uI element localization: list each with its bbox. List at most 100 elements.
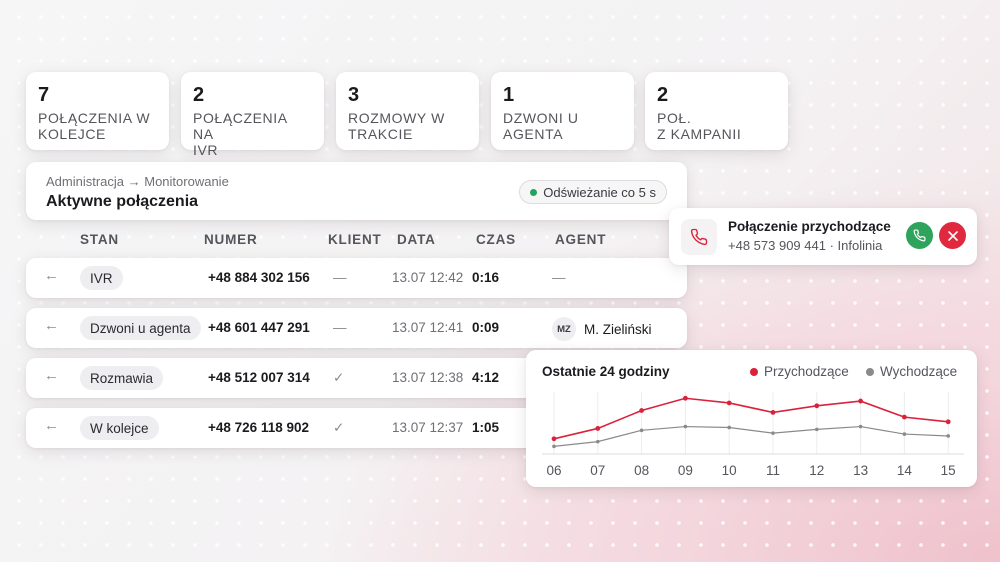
arrow-left-icon: ← [44, 267, 59, 284]
stat-value: 1 [503, 84, 515, 106]
arrow-left-icon: ← [44, 417, 59, 434]
x-tick-label: 14 [897, 463, 913, 478]
legend-item-outgoing[interactable]: Wychodzące [866, 364, 957, 379]
x-tick-label: 11 [766, 463, 780, 478]
client-cell: — [333, 320, 347, 335]
stat-label: DZWONI U AGENTA [503, 110, 579, 142]
x-tick-label: 10 [722, 463, 737, 478]
stat-label: POŁ. Z KAMPANII [657, 110, 742, 142]
data-point [552, 444, 556, 449]
data-point [815, 427, 819, 432]
stat-value: 7 [38, 84, 50, 106]
phone-number: +48 601 447 291 [208, 320, 310, 335]
stat-card-ringing: 1 DZWONI U AGENTA [491, 72, 634, 150]
data-point [814, 403, 820, 409]
date-cell: 13.07 12:41 [392, 320, 464, 335]
data-point [551, 436, 557, 442]
stat-label: ROZMOWY W TRAKCIE [348, 110, 445, 142]
data-point [946, 434, 950, 438]
legend-label: Wychodzące [880, 364, 958, 379]
line-chart: 06 07 08 09 10 11 12 13 14 15 [542, 392, 964, 478]
duration-cell: 0:09 [472, 320, 500, 335]
duration-cell: 4:12 [472, 370, 500, 385]
refresh-status-pill[interactable]: Odświeżanie co 5 s [519, 180, 667, 204]
column-header-duration[interactable]: CZAS [476, 232, 516, 247]
accept-call-button[interactable] [906, 222, 933, 249]
phone-number: +48 884 302 156 [208, 270, 310, 285]
call-title: Połączenie przychodzące [728, 219, 891, 234]
series-line-incoming [553, 397, 949, 440]
page-title: Aktywne połączenia [46, 193, 199, 210]
reject-call-button[interactable] [939, 222, 966, 249]
data-point [726, 400, 732, 406]
date-cell: 13.07 12:38 [392, 370, 464, 385]
page-header: Administracja → Monitorowanie Aktywne po… [26, 162, 687, 220]
status-badge: IVR [80, 266, 123, 290]
stat-value: 2 [193, 84, 205, 106]
stat-card-queue: 7 POŁĄCZENIA W KOLEJCE [26, 72, 169, 150]
phone-icon [681, 219, 717, 255]
x-tick-label: 06 [546, 463, 561, 478]
incoming-call-notification: Połączenie przychodzące +48 573 909 441 … [669, 208, 977, 265]
column-header-agent[interactable]: AGENT [555, 232, 607, 247]
x-tick-label: 12 [809, 463, 824, 478]
breadcrumb[interactable]: Administracja → Monitorowanie [46, 174, 229, 189]
status-badge: W kolejce [80, 416, 159, 440]
data-point [683, 395, 688, 401]
chart-card: 06 07 08 09 10 11 12 13 14 15 Ostatnie 24 godziny… [526, 350, 977, 487]
duration-cell: 1:05 [472, 420, 500, 435]
arrow-left-icon: ← [44, 367, 59, 384]
stat-label: POŁĄCZENIA W KOLEJCE [38, 110, 151, 142]
data-point [858, 398, 863, 404]
table-row[interactable]: ← Dzwoni u agenta +48 601 447 291 — 13.0… [26, 308, 687, 348]
legend-swatch [866, 367, 874, 376]
stat-card-in-progress: 3 ROZMOWY W TRAKCIE [336, 72, 479, 150]
data-point [858, 424, 863, 429]
legend-label: Przychodzące [764, 364, 849, 379]
date-cell: 13.07 12:37 [392, 420, 464, 435]
column-header-date[interactable]: DATA [397, 232, 436, 247]
phone-number: +48 512 007 314 [208, 370, 310, 385]
refresh-label: Odświeżanie co 5 s [543, 184, 656, 200]
legend-swatch [750, 367, 758, 376]
date-cell: 13.07 12:42 [392, 270, 464, 285]
phone-icon [913, 229, 926, 242]
stat-value: 3 [348, 84, 360, 106]
stat-card-ivr: 2 POŁĄCZENIA NA IVR [181, 72, 324, 158]
stat-label: POŁĄCZENIA NA IVR [193, 110, 287, 158]
series-line-outgoing [553, 425, 949, 447]
data-point [902, 414, 907, 420]
chart-title: Ostatnie 24 godziny [542, 364, 670, 379]
x-tick-label: 08 [634, 463, 649, 478]
column-header-number[interactable]: NUMER [204, 232, 258, 247]
call-subtitle: +48 573 909 441 · Infolinia [728, 238, 883, 253]
agent-cell: — [552, 270, 566, 285]
data-point [639, 408, 644, 413]
agent-cell: MZ M. Zieliński [552, 317, 652, 341]
stat-value: 2 [657, 84, 669, 106]
data-point [683, 424, 688, 429]
x-tick-label: 15 [941, 463, 956, 478]
client-check-icon: ✓ [333, 370, 345, 385]
data-point [596, 439, 600, 444]
live-status-dot [530, 188, 538, 196]
column-header-client[interactable]: KLIENT [328, 232, 382, 247]
data-point [727, 425, 731, 430]
data-point [902, 432, 907, 436]
data-point [639, 428, 644, 433]
client-check-icon: ✓ [333, 420, 345, 435]
avatar: MZ [552, 317, 576, 341]
x-tick-label: 13 [853, 463, 868, 478]
agent-name: M. Zieliński [584, 321, 652, 337]
phone-number: +48 726 118 902 [208, 420, 309, 435]
x-tick-label: 09 [678, 463, 693, 478]
stat-card-campaign: 2 POŁ. Z KAMPANII [645, 72, 788, 150]
data-point [595, 426, 601, 431]
duration-cell: 0:16 [472, 270, 500, 285]
data-point [945, 419, 951, 425]
table-row[interactable]: ← IVR +48 884 302 156 — 13.07 12:42 0:16… [26, 258, 687, 298]
data-point [771, 431, 775, 435]
column-header-status[interactable]: STAN [80, 232, 119, 247]
x-tick-label: 07 [590, 463, 605, 478]
legend-item-incoming[interactable]: Przychodzące [750, 364, 849, 379]
